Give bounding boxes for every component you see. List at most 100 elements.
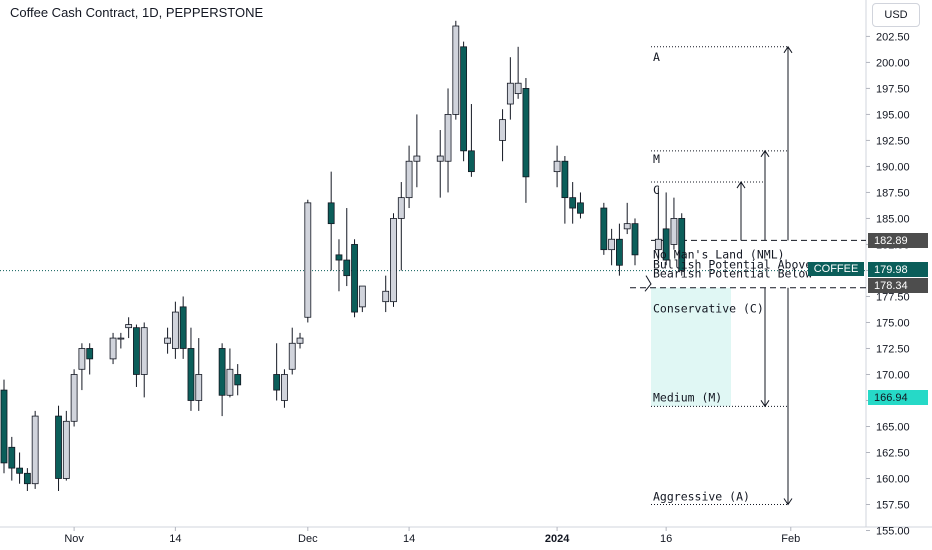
- candle-down: [561, 160, 569, 199]
- candle-down: [616, 238, 623, 266]
- y-tick-label: 197.50: [876, 83, 910, 95]
- candle-up: [506, 82, 514, 105]
- y-tick-label: 162.50: [876, 448, 910, 460]
- candle-up: [296, 337, 304, 344]
- bull-label: Bullish Potential Above: [653, 257, 812, 271]
- candle-down: [327, 202, 335, 225]
- x-tick-label: 14: [169, 533, 181, 545]
- y-tick-label: 155.00: [876, 526, 910, 538]
- arrow-up-c-head: [736, 181, 746, 189]
- m-label: M: [653, 152, 660, 166]
- candle-up: [358, 285, 366, 308]
- candle-up: [654, 238, 662, 251]
- candle-up: [164, 337, 171, 344]
- candle-down: [133, 327, 140, 375]
- candle-down: [234, 374, 242, 386]
- y-tick-label: 177.50: [876, 291, 910, 303]
- candle-up: [390, 218, 397, 303]
- candle-down: [55, 415, 62, 479]
- a-label: A: [653, 50, 660, 64]
- candle-down: [600, 207, 608, 251]
- medium-target-price-tag: 166.94: [868, 390, 928, 405]
- y-tick-label: 175.00: [876, 317, 910, 329]
- candle-up: [452, 25, 460, 115]
- candle-down: [569, 197, 577, 209]
- candle-down: [179, 306, 187, 349]
- y-tick-label: 170.00: [876, 369, 910, 381]
- x-tick-label: Dec: [298, 533, 318, 545]
- medium-label: Medium (M): [653, 390, 722, 404]
- candle-up: [171, 311, 179, 349]
- arrow-up-a-head: [783, 45, 793, 54]
- nml-top-price-tag: 182.89: [868, 233, 928, 248]
- target-zone: [651, 287, 731, 407]
- nml-label: No Man's Land (NML): [653, 247, 785, 261]
- candle-down: [86, 348, 94, 360]
- aggressive-label: Aggressive (A): [653, 490, 750, 504]
- y-tick-label: 190.00: [876, 161, 910, 173]
- y-tick-label: 195.00: [876, 109, 910, 121]
- y-tick-label: 185.00: [876, 213, 910, 225]
- candle-down: [522, 88, 530, 178]
- candle-up: [226, 368, 234, 396]
- candle-down: [662, 228, 670, 261]
- chart-title: Coffee Cash Contract, 1D, PEPPERSTONE: [10, 5, 264, 20]
- candle-up: [70, 374, 78, 422]
- candle-up: [444, 114, 452, 162]
- nml-pointer: [644, 275, 652, 292]
- candle-up: [281, 374, 288, 401]
- candle-down: [273, 374, 281, 391]
- candle-up: [623, 223, 631, 230]
- nml-bottom-price-tag: 178.34: [868, 278, 928, 293]
- arrow-up-m-head: [760, 149, 770, 158]
- x-tick-label: 16: [660, 533, 672, 545]
- candle-up: [195, 374, 203, 401]
- candle-up: [397, 197, 405, 219]
- x-tick-label: Feb: [781, 533, 800, 545]
- candle-up: [670, 218, 678, 245]
- candle-down: [351, 244, 358, 313]
- candle-down: [16, 467, 23, 474]
- last-price-tag: 179.98: [868, 262, 928, 277]
- candle-up: [109, 337, 117, 360]
- candle-up: [140, 327, 148, 375]
- x-tick-label: 2024: [545, 533, 570, 545]
- symbol-tag: COFFEE: [808, 262, 864, 276]
- candle-up: [125, 324, 133, 329]
- conservative-label: Conservative (C): [653, 301, 764, 315]
- candle-up: [499, 119, 506, 141]
- candle-down: [218, 348, 226, 396]
- candle-up: [608, 238, 616, 251]
- candle-down: [460, 46, 468, 152]
- candle-down: [23, 472, 31, 485]
- candle-down: [467, 150, 475, 173]
- candle-down: [187, 348, 195, 401]
- candle-up: [413, 155, 421, 162]
- arrow-down-a-head: [783, 498, 793, 506]
- c-label: C: [653, 183, 660, 197]
- candle-down: [335, 254, 343, 261]
- candle-up: [405, 160, 413, 199]
- candle-up: [304, 202, 312, 318]
- candle-down: [678, 218, 686, 271]
- candle-up: [436, 155, 444, 162]
- candle-down: [0, 389, 8, 464]
- y-tick-label: 200.00: [876, 57, 910, 69]
- candle-up: [78, 348, 86, 370]
- y-tick-label: 202.50: [876, 31, 910, 43]
- y-tick-label: 192.50: [876, 135, 910, 147]
- y-tick-label: 187.50: [876, 187, 910, 199]
- candle-up: [117, 337, 125, 340]
- arrow-down-m-head: [760, 400, 770, 408]
- candle-up: [62, 420, 70, 479]
- currency-button[interactable]: USD: [872, 3, 920, 27]
- y-tick-label: 165.00: [876, 421, 910, 433]
- candle-down: [577, 202, 584, 214]
- y-tick-label: 160.00: [876, 474, 910, 486]
- candle-down: [631, 223, 639, 256]
- bear-label: Bearish Potential Below: [653, 266, 812, 280]
- candle-down: [343, 259, 351, 277]
- candle-up: [31, 415, 39, 485]
- y-tick-label: 172.50: [876, 343, 910, 355]
